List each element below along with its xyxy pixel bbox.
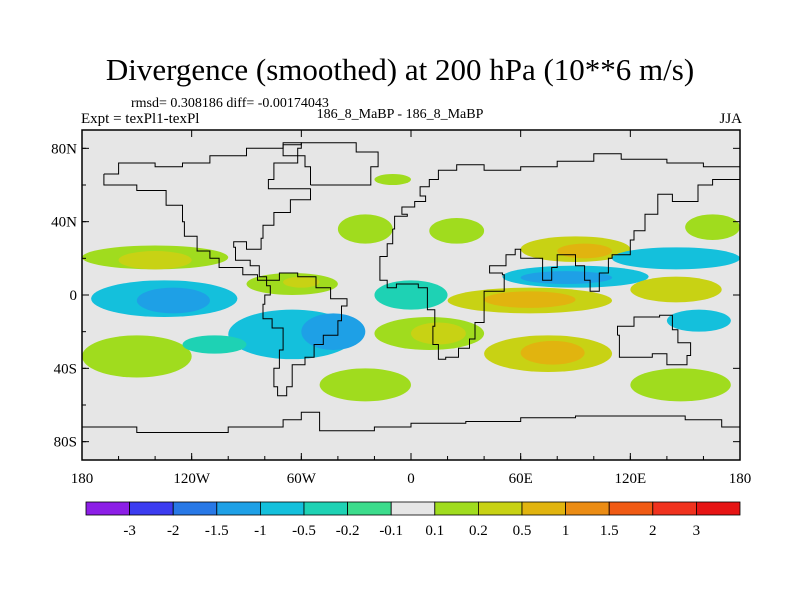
colorbar-box-9 bbox=[477, 501, 523, 516]
colorbar-box-4 bbox=[259, 501, 305, 516]
contour-region-7 bbox=[301, 313, 366, 350]
contour-region-12 bbox=[411, 322, 466, 345]
colorbar-label: -1 bbox=[254, 523, 267, 539]
axis-ticks: 180 120W 60W 0 60E 120E 180 80N 40N 0 40S 80S bbox=[51, 130, 751, 487]
colorbar-box-13 bbox=[652, 501, 697, 516]
coastline-greenland bbox=[282, 142, 379, 186]
colorbar-box-5 bbox=[303, 501, 348, 516]
y-tick-label: 0 bbox=[70, 288, 78, 304]
colorbar-box-10 bbox=[521, 501, 566, 516]
chart-title: Divergence (smoothed) at 200 hPa (10**6 … bbox=[105, 52, 695, 87]
contour-region-20 bbox=[612, 247, 740, 270]
contour-region-10 bbox=[319, 368, 411, 402]
contour-region-29 bbox=[685, 214, 740, 241]
contour-region-21 bbox=[630, 276, 722, 303]
experiment-label: Expt = texPl1-texPl bbox=[81, 111, 200, 127]
y-tick-label: 80N bbox=[51, 141, 77, 157]
colorbar-box-6 bbox=[347, 501, 392, 516]
x-tick-label: 120W bbox=[173, 471, 211, 487]
y-tick-label: 40S bbox=[54, 361, 77, 377]
colorbar-label: -0.2 bbox=[336, 523, 360, 539]
colorbar-box-7 bbox=[390, 501, 436, 516]
colorbar: -3 -2 -1.5 -1 -0.5 -0.2 -0.1 0.1 0.2 0.5 1 1.5 2 3 bbox=[85, 501, 741, 539]
y-tick-label: 80S bbox=[54, 435, 77, 451]
coastline-south-america bbox=[262, 272, 348, 397]
colorbar-label: 0.2 bbox=[469, 523, 488, 539]
season-label: JJA bbox=[719, 111, 742, 127]
colorbar-box-3 bbox=[216, 501, 261, 516]
colorbar-box-0 bbox=[85, 501, 130, 516]
map-area bbox=[82, 130, 740, 460]
colorbar-label: 1 bbox=[562, 523, 570, 539]
contour-region-23 bbox=[520, 340, 585, 365]
stats-text: rmsd= 0.308186 diff= -0.00174043 bbox=[131, 96, 329, 111]
colorbar-box-14 bbox=[696, 501, 741, 516]
contour-region-17 bbox=[520, 271, 613, 285]
contour-region-3 bbox=[136, 287, 210, 314]
colorbar-label: -0.5 bbox=[292, 523, 316, 539]
case-label: 186_8_MaBP - 186_8_MaBP bbox=[316, 107, 484, 122]
colorbar-label: -1.5 bbox=[205, 523, 229, 539]
colorbar-label: 3 bbox=[693, 523, 701, 539]
x-tick-label: 60E bbox=[509, 471, 533, 487]
coastlines bbox=[82, 142, 741, 433]
colorbar-label: 0.5 bbox=[513, 523, 532, 539]
colorbar-box-8 bbox=[434, 501, 479, 516]
x-tick-label: 180 bbox=[729, 471, 752, 487]
contour-region-26 bbox=[429, 218, 485, 244]
coastline-antarctica bbox=[82, 411, 740, 433]
contour-region-24 bbox=[630, 368, 731, 402]
contour-region-13 bbox=[374, 280, 448, 310]
colorbar-label: 0.1 bbox=[425, 523, 444, 539]
x-tick-label: 60W bbox=[287, 471, 317, 487]
colorbar-label: -3 bbox=[123, 523, 136, 539]
colorbar-box-11 bbox=[565, 501, 610, 516]
y-tick-label: 40N bbox=[51, 215, 77, 231]
colorbar-box-1 bbox=[129, 501, 174, 516]
colorbar-box-12 bbox=[608, 501, 654, 516]
contour-region-1 bbox=[118, 250, 192, 270]
contour-region-27 bbox=[374, 174, 411, 185]
contour-region-25 bbox=[337, 214, 393, 244]
x-tick-label: 180 bbox=[71, 471, 94, 487]
colorbar-label: -2 bbox=[167, 523, 180, 539]
colorbar-label: 1.5 bbox=[600, 523, 619, 539]
contour-region-9 bbox=[182, 335, 247, 354]
colorbar-box-2 bbox=[172, 501, 218, 516]
contour-region-28 bbox=[666, 309, 731, 332]
contour-region-8 bbox=[82, 335, 192, 378]
x-tick-label: 0 bbox=[407, 471, 415, 487]
colorbar-label: 2 bbox=[649, 523, 657, 539]
x-tick-label: 120E bbox=[614, 471, 646, 487]
contour-region-15 bbox=[484, 291, 576, 308]
coastline-eurasia-africa bbox=[379, 153, 741, 360]
coastline-australia bbox=[617, 314, 692, 366]
colorbar-label: -0.1 bbox=[379, 523, 403, 539]
contour-region-19 bbox=[557, 243, 613, 259]
coastline-north-america bbox=[103, 142, 311, 281]
contour-region-5 bbox=[283, 276, 320, 288]
